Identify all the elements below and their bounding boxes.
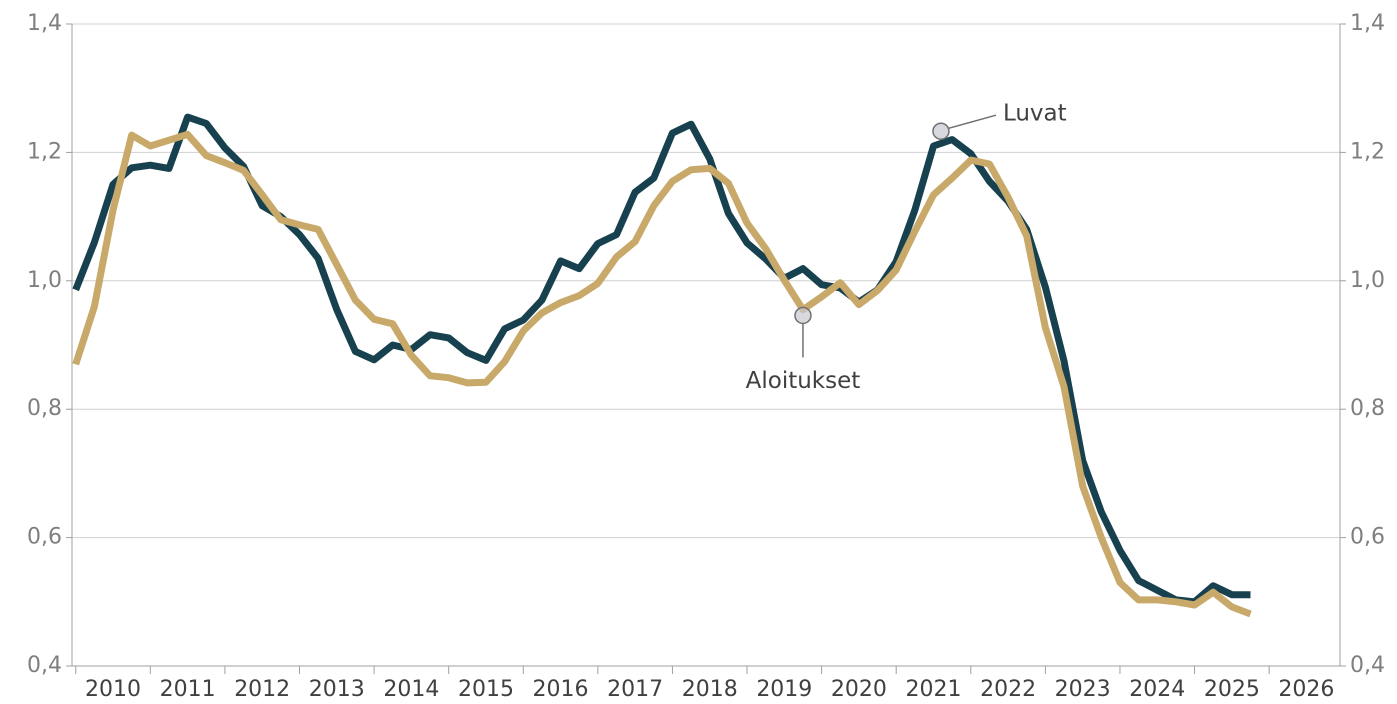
y-tick-label: 1,0 [27,268,62,293]
x-tick-label: 2017 [607,677,663,702]
x-tick-label: 2026 [1278,677,1334,702]
x-tick-label: 2022 [980,677,1036,702]
y2-tick-label: 0,8 [1350,396,1385,421]
annotation-marker [794,306,812,325]
series-line [72,130,1252,618]
x-tick-label: 2025 [1204,677,1260,702]
x-tick-label: 2018 [682,677,738,702]
x-tick-label: 2012 [234,677,290,702]
annotation-label: Aloitukset [746,368,861,394]
x-tick-label: 2014 [383,677,439,702]
y-tick-label: 0,8 [27,396,62,421]
y2-tick-label: 1,2 [1350,139,1385,164]
y2-tick-label: 0,4 [1350,653,1385,678]
x-tick-label: 2024 [1129,677,1185,702]
y-tick-label: 0,4 [27,653,62,678]
x-tick-label: 2015 [458,677,514,702]
x-tick-label: 2023 [1055,677,1111,702]
x-tick-label: 2019 [756,677,812,702]
x-tick-label: 2011 [160,677,216,702]
annotation-label: Luvat [1003,101,1067,127]
x-tick-label: 2010 [85,677,141,702]
y2-tick-label: 0,6 [1350,525,1385,550]
y-tick-label: 0,6 [27,525,62,550]
y-tick-label: 1,2 [27,139,62,164]
y-tick-label: 1,4 [27,11,62,36]
x-tick-label: 2020 [831,677,887,702]
x-tick-label: 2021 [905,677,961,702]
x-tick-label: 2013 [309,677,365,702]
y2-tick-label: 1,0 [1350,268,1385,293]
x-tick-label: 2016 [533,677,589,702]
annotation-marker [932,122,950,140]
y2-tick-label: 1,4 [1350,11,1385,36]
annotation-leader [948,114,997,129]
